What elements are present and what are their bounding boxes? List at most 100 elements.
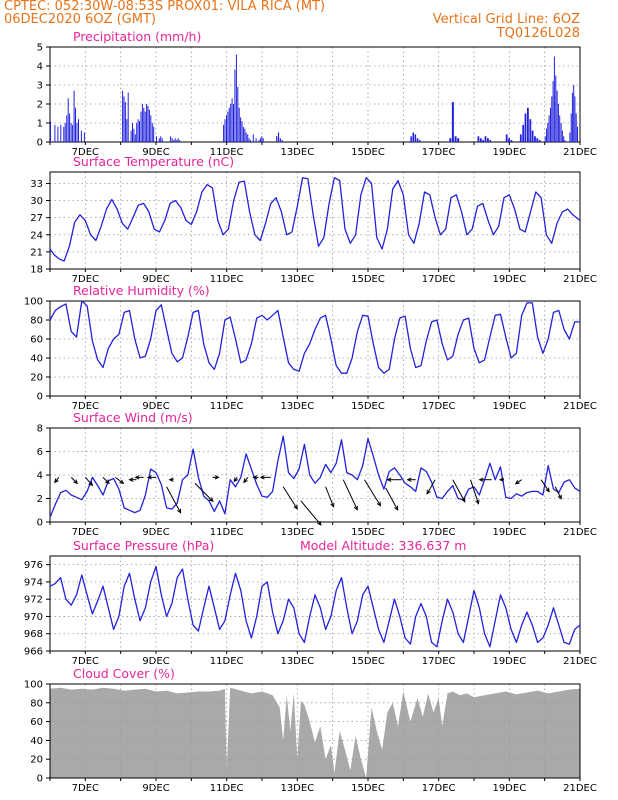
y-tick-label: 4 xyxy=(37,471,43,482)
precip-bar xyxy=(555,75,557,142)
precip-bar xyxy=(173,140,175,142)
y-tick-label: 18 xyxy=(30,265,43,276)
precip-bar xyxy=(451,102,454,142)
precip-bar xyxy=(534,136,536,142)
precip-bar xyxy=(248,138,250,142)
y-tick-label: 0 xyxy=(37,392,43,403)
x-tick-label: 13DEC xyxy=(280,401,314,412)
precip-bar xyxy=(529,119,532,142)
x-tick-label: 9DEC xyxy=(142,147,169,158)
precip-bar xyxy=(550,107,551,142)
wind-arrow xyxy=(554,486,562,500)
panel-title: Precipitation (mm/h) xyxy=(73,29,201,44)
y-tick-label: 100 xyxy=(24,297,43,308)
precip-bar xyxy=(551,96,553,142)
precip-bar xyxy=(544,136,546,142)
y-tick-label: 80 xyxy=(30,698,43,709)
x-tick-label: 15DEC xyxy=(351,783,385,794)
wind-arrow xyxy=(70,476,79,485)
x-tick-label: 21DEC xyxy=(563,656,597,667)
precip-bar xyxy=(80,130,82,142)
wind-arrow xyxy=(115,476,125,485)
x-tick-label: 9DEC xyxy=(142,783,169,794)
x-tick-label: 21DEC xyxy=(563,527,597,538)
wind-arrow xyxy=(166,486,182,514)
precip-bar xyxy=(170,136,172,142)
precip-bar xyxy=(227,111,229,142)
precip-bar xyxy=(156,136,157,142)
x-tick-label: 21DEC xyxy=(563,147,597,158)
x-tick-label: 15DEC xyxy=(351,656,385,667)
panel-1: Precipitation (mm/h) 0 1 2 3 4 5 7DEC 9DEC 11DEC 1… xyxy=(37,29,597,158)
precip-bar xyxy=(148,109,150,142)
y-tick-label: 30 xyxy=(30,196,43,207)
x-tick-label: 13DEC xyxy=(280,147,314,158)
y-tick-label: 2 xyxy=(37,494,43,505)
x-tick-label: 15DEC xyxy=(351,527,385,538)
wind-arrow xyxy=(498,477,505,482)
y-tick-label: 0 xyxy=(37,138,43,149)
precip-bar xyxy=(524,113,527,142)
precip-bar xyxy=(416,138,419,142)
panel-2: Surface Temperature (nC) 18 21 24 27 30 33 7DEC… xyxy=(30,154,597,285)
x-tick-label: 7DEC xyxy=(72,656,99,667)
precip-bar xyxy=(141,104,143,142)
precip-bar xyxy=(547,123,549,142)
panel-frame xyxy=(49,555,581,652)
x-tick-label: 19DEC xyxy=(492,656,526,667)
precip-bar xyxy=(258,140,260,142)
precip-bar xyxy=(552,81,554,142)
precip-bar xyxy=(255,138,257,142)
model-altitude-label: Model Altitude: 336.637 m xyxy=(300,538,466,553)
precip-bar xyxy=(522,124,525,142)
y-tick-label: 21 xyxy=(30,247,43,258)
precip-bar xyxy=(418,140,421,142)
precip-bar xyxy=(527,107,529,142)
y-tick-label: 27 xyxy=(30,213,43,224)
precip-bar xyxy=(412,132,414,142)
wind-arrow xyxy=(54,477,60,484)
y-tick-label: 40 xyxy=(30,736,43,747)
y-tick-label: 970 xyxy=(24,612,43,623)
precip-bar xyxy=(457,138,460,142)
x-tick-label: 19DEC xyxy=(492,147,526,158)
y-tick-label: 972 xyxy=(24,595,43,606)
cloud-cover-area xyxy=(50,687,580,778)
precip-bar xyxy=(224,119,226,142)
precip-bar xyxy=(126,119,128,142)
precip-bar xyxy=(123,96,125,142)
precip-bar xyxy=(179,140,181,142)
precip-bar xyxy=(559,115,561,142)
precip-bar xyxy=(73,90,75,142)
precip-bar xyxy=(536,138,539,142)
wind-arrow xyxy=(540,479,550,493)
precip-bar xyxy=(279,138,281,142)
precip-bar xyxy=(538,140,541,142)
y-tick-label: 4 xyxy=(37,62,43,73)
wind-arrow xyxy=(194,482,214,503)
y-tick-label: 20 xyxy=(30,755,43,766)
wind-arrow xyxy=(233,477,239,483)
precip-bar xyxy=(139,121,140,142)
x-tick-label: 9DEC xyxy=(142,274,169,285)
precip-bar xyxy=(561,130,563,142)
x-tick-label: 19DEC xyxy=(492,783,526,794)
precip-bar xyxy=(564,140,566,142)
wind-arrow xyxy=(478,477,492,482)
precip-bar xyxy=(414,134,417,142)
precip-bar xyxy=(487,138,489,142)
precip-bar xyxy=(233,104,234,142)
precip-bar xyxy=(64,123,66,142)
precip-bar xyxy=(78,119,79,142)
precip-bar xyxy=(505,134,508,142)
precip-bar xyxy=(133,128,135,142)
wind-arrow xyxy=(426,479,436,495)
precip-bar xyxy=(127,92,129,142)
precip-bar xyxy=(63,126,65,142)
precip-bar xyxy=(570,113,572,142)
panel-title: Surface Wind (m/s) xyxy=(73,410,193,425)
precip-bar xyxy=(482,140,484,142)
precip-bar xyxy=(548,115,550,142)
precip-bar xyxy=(262,138,264,142)
